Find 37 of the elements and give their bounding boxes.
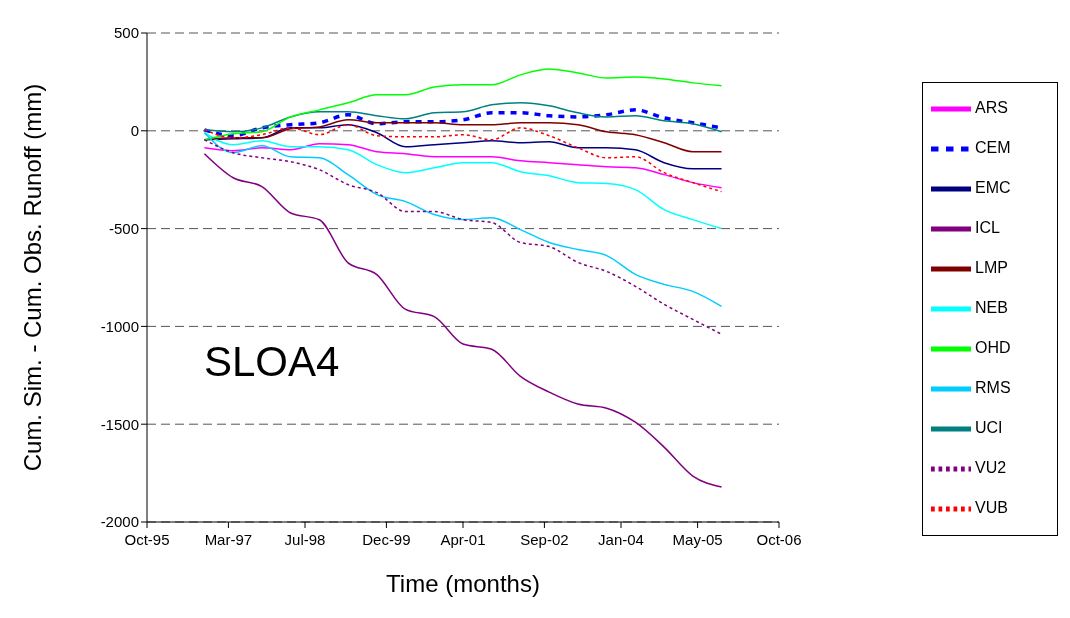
x-tick-label: Mar-97 [204, 530, 253, 548]
y-tick-label: -1500 [100, 415, 139, 433]
legend-label: NEB [975, 299, 1008, 317]
line-series [203, 142, 723, 189]
x-tick-label: Oct-95 [124, 530, 170, 548]
y-tick-label: 0 [130, 122, 139, 140]
y-axis-title: Cum. Sim. - Cum. Obs. Runoff (mm) [18, 83, 46, 472]
legend-label: LMP [975, 259, 1008, 277]
x-tick-label: Dec-99 [362, 530, 411, 548]
legend-label: OHD [975, 339, 1011, 357]
legend-label: RMS [975, 379, 1011, 397]
line-series [203, 132, 723, 230]
legend-label: CEM [975, 139, 1011, 157]
legend-label: VU2 [975, 459, 1007, 477]
legend-label: EMC [975, 179, 1011, 197]
legend-label: VUB [975, 499, 1008, 517]
x-axis-title: Time (months) [386, 570, 540, 597]
x-tick-label: Jan-04 [598, 530, 644, 548]
y-tick-label: -500 [108, 219, 139, 237]
legend-label: UCI [975, 419, 1003, 437]
y-tick-label: -2000 [100, 513, 139, 531]
x-tick-label: Jul-98 [284, 530, 326, 548]
line-series [203, 139, 723, 335]
annotation: SLOA4 [204, 338, 340, 386]
line-series [203, 123, 723, 193]
x-tick-label: May-05 [672, 530, 723, 548]
x-tick-label: Sep-02 [520, 530, 569, 548]
line-series [203, 132, 723, 308]
x-tick-label: Oct-06 [756, 530, 802, 548]
line-series [203, 102, 723, 133]
line-series [203, 68, 723, 141]
y-tick-label: -1000 [100, 317, 139, 335]
y-tick-label: 500 [113, 24, 139, 42]
legend-label: ARS [975, 99, 1008, 117]
x-tick-label: Apr-01 [440, 530, 486, 548]
line-series [203, 152, 723, 488]
legend-label: ICL [975, 219, 1000, 237]
